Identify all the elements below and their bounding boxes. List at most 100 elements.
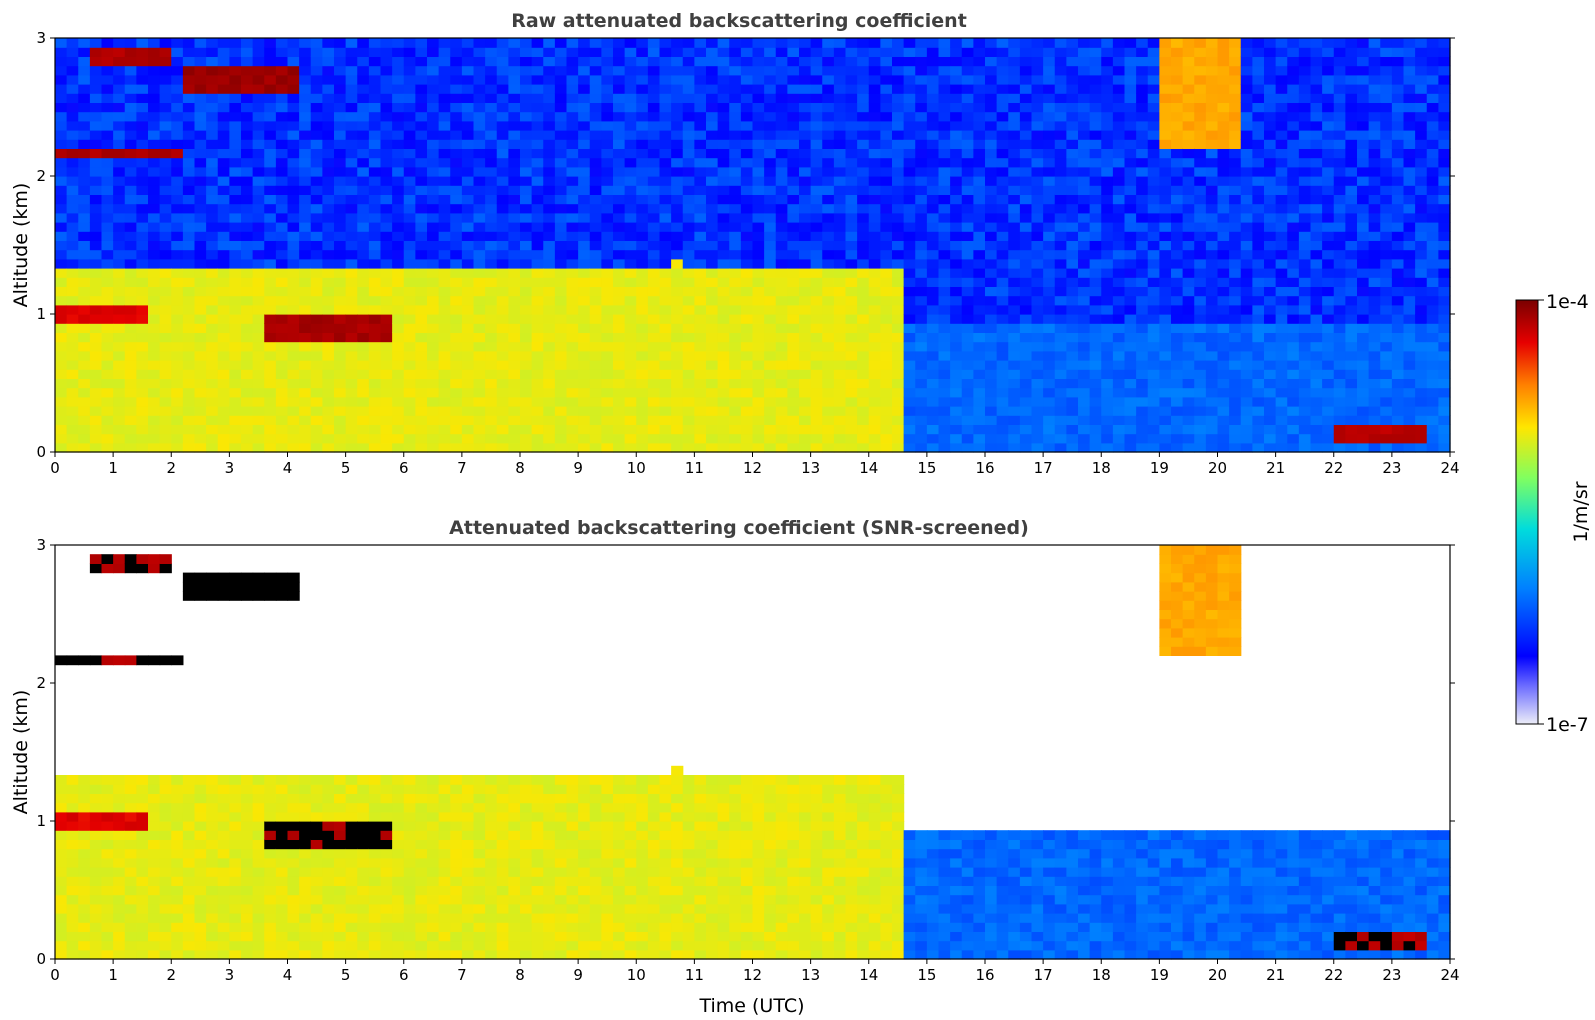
heatmap-cell xyxy=(706,396,719,407)
heatmap-cell xyxy=(1147,231,1160,241)
heatmap-cell xyxy=(787,148,800,159)
heatmap-cell xyxy=(810,396,823,407)
heatmap-cell xyxy=(461,323,475,333)
heatmap-cell xyxy=(578,111,591,122)
heatmap-cell xyxy=(659,378,672,389)
heatmap-cell xyxy=(310,360,323,370)
heatmap-cell xyxy=(973,148,986,159)
heatmap-cell xyxy=(287,323,300,333)
heatmap-cell xyxy=(124,130,137,140)
heatmap-cell xyxy=(508,304,521,315)
heatmap-cell xyxy=(403,323,416,333)
heatmap-cell xyxy=(775,415,788,425)
heatmap-cell xyxy=(1112,166,1126,177)
heatmap-cell xyxy=(206,304,219,315)
heatmap-cell xyxy=(1019,212,1033,223)
heatmap-cell xyxy=(1066,65,1079,76)
heatmap-cell xyxy=(752,185,765,195)
heatmap-cell xyxy=(1229,74,1242,85)
heatmap-cell xyxy=(729,231,742,241)
heatmap-cell xyxy=(1217,332,1230,343)
heatmap-cell xyxy=(1054,258,1067,269)
heatmap-cell xyxy=(996,166,1009,177)
heatmap-cell xyxy=(740,93,754,103)
heatmap-cell xyxy=(624,111,637,122)
heatmap-cell xyxy=(194,424,207,435)
heatmap-cell xyxy=(287,139,300,149)
heatmap-cell xyxy=(961,295,974,306)
heatmap-cell xyxy=(450,442,463,453)
heatmap-cell xyxy=(868,111,881,122)
heatmap-cell xyxy=(229,93,242,103)
heatmap-cell xyxy=(345,111,358,122)
heatmap-cell xyxy=(1287,406,1300,416)
heatmap-cell xyxy=(775,47,788,57)
heatmap-cell xyxy=(101,84,114,94)
heatmap-cell xyxy=(961,157,974,168)
heatmap-cell xyxy=(764,231,777,241)
heatmap-cell xyxy=(415,130,428,140)
heatmap-cell xyxy=(334,442,347,453)
heatmap-cell xyxy=(473,203,486,214)
heatmap-cell xyxy=(1112,387,1126,398)
heatmap-cell xyxy=(775,350,788,361)
heatmap-cell xyxy=(1310,360,1323,370)
heatmap-cell xyxy=(1054,194,1067,205)
heatmap-cell xyxy=(764,74,777,85)
heatmap-cell xyxy=(833,111,847,122)
heatmap-cell xyxy=(508,258,521,269)
heatmap-cell xyxy=(531,277,544,287)
heatmap-cell xyxy=(613,111,626,122)
heatmap-cell xyxy=(636,38,649,48)
heatmap-cell xyxy=(531,341,544,352)
heatmap-cell xyxy=(485,277,498,287)
heatmap-cell xyxy=(915,139,928,149)
heatmap-cell xyxy=(1240,65,1253,76)
heatmap-cell xyxy=(857,369,870,379)
heatmap-cell xyxy=(299,65,312,76)
heatmap-cell xyxy=(368,415,382,425)
heatmap-cell xyxy=(159,424,172,435)
heatmap-cell xyxy=(996,387,1009,398)
heatmap-cell xyxy=(1322,341,1335,352)
heatmap-cell xyxy=(1217,304,1230,315)
heatmap-cell xyxy=(252,387,265,398)
heatmap-cell xyxy=(229,111,242,122)
heatmap-cell xyxy=(1322,360,1335,370)
heatmap-cell xyxy=(578,240,591,251)
heatmap-cell xyxy=(624,396,637,407)
heatmap-cell xyxy=(496,396,509,407)
heatmap-cell xyxy=(1171,295,1184,306)
heatmap-cell xyxy=(450,369,463,379)
heatmap-cell xyxy=(1322,203,1335,214)
heatmap-cell xyxy=(299,360,312,370)
heatmap-cell xyxy=(996,433,1009,444)
heatmap-cell xyxy=(124,268,137,278)
heatmap-cell xyxy=(322,111,335,122)
heatmap-cell xyxy=(380,166,393,177)
heatmap-cell xyxy=(1322,277,1335,287)
heatmap-cell xyxy=(624,203,637,214)
heatmap-cell xyxy=(101,277,114,287)
heatmap-cell xyxy=(148,166,161,177)
heatmap-cell xyxy=(961,323,974,333)
heatmap-cell xyxy=(973,415,986,425)
heatmap-cell xyxy=(171,406,184,416)
heatmap-cell xyxy=(345,424,358,435)
heatmap-cell xyxy=(310,166,323,177)
heatmap-cell xyxy=(775,148,788,159)
heatmap-cell xyxy=(194,396,207,407)
heatmap-cell xyxy=(89,286,103,297)
heatmap-cell xyxy=(252,286,265,297)
heatmap-cell xyxy=(1043,166,1056,177)
heatmap-cell xyxy=(624,84,637,94)
heatmap-cell xyxy=(1298,47,1312,57)
heatmap-cell xyxy=(938,360,951,370)
heatmap-cell xyxy=(252,139,265,149)
heatmap-cell xyxy=(1008,424,1021,435)
heatmap-cell xyxy=(880,130,893,140)
heatmap-cell xyxy=(1159,350,1172,361)
heatmap-cell xyxy=(101,120,114,131)
heatmap-cell xyxy=(566,157,579,168)
heatmap-cell xyxy=(124,341,137,352)
